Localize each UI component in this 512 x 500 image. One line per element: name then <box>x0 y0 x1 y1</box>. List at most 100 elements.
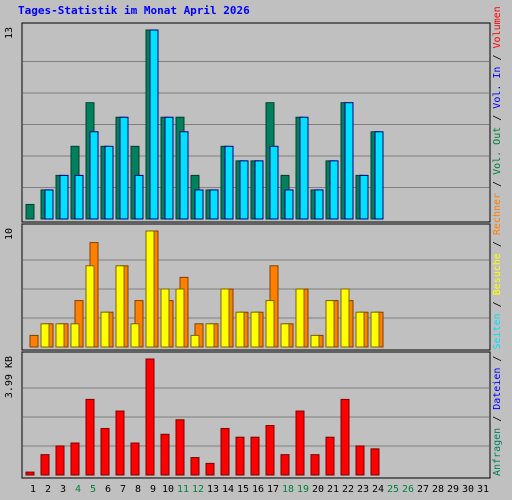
chart-title: Tages-Statistik im Monat April 2026 <box>18 4 250 17</box>
bar-besuche-day-8 <box>130 323 140 348</box>
bar-besuche-day-24 <box>370 311 380 348</box>
legend-entry: Rechner <box>492 193 503 235</box>
bar-volumen-day-4 <box>70 442 80 476</box>
legend-entry: / <box>492 175 503 193</box>
bar-volumen-day-12 <box>190 457 200 476</box>
bar-volumen-day-15 <box>235 436 245 476</box>
bar-seiten-day-22 <box>344 102 354 220</box>
legend-entry: Vol. Out <box>492 127 503 175</box>
bar-seiten-day-8 <box>134 174 144 220</box>
legend-entry: Besuche <box>492 253 503 295</box>
legend-entry: Anfragen <box>492 428 503 476</box>
x-tick-day-8: 8 <box>135 484 141 495</box>
bar-volumen-day-11 <box>175 419 185 476</box>
legend-entry: / <box>492 48 503 66</box>
x-tick-day-4: 4 <box>75 484 81 495</box>
x-tick-day-19: 19 <box>297 484 309 495</box>
bar-seiten-day-12 <box>194 189 204 220</box>
bar-seiten-day-20 <box>314 189 324 220</box>
legend-entry: / <box>492 350 503 368</box>
bar-seiten-day-3 <box>59 174 69 220</box>
bar-volumen-day-1 <box>25 471 35 476</box>
bar-seiten-day-17 <box>269 145 279 220</box>
x-tick-day-22: 22 <box>342 484 354 495</box>
bar-volumen-day-9 <box>145 358 155 476</box>
bar-volumen-day-7 <box>115 410 125 476</box>
bar-volumen-day-10 <box>160 433 170 476</box>
bar-besuche-day-2 <box>40 323 50 348</box>
legend-entry: Vol. In <box>492 67 503 109</box>
bar-volumen-day-8 <box>130 442 140 476</box>
bar-seiten-day-2 <box>44 189 54 220</box>
bar-volumen-day-23 <box>355 445 365 476</box>
bar-besuche-day-23 <box>355 311 365 348</box>
legend-entry: / <box>492 109 503 127</box>
bar-besuche-day-10 <box>160 288 170 348</box>
bar-rechner-day-1 <box>29 334 39 348</box>
bar-besuche-day-14 <box>220 288 230 348</box>
x-tick-day-31: 31 <box>477 484 489 495</box>
right-legend: Anfragen / Dateien / Seiten / Besuche / … <box>492 6 503 476</box>
x-tick-day-11: 11 <box>177 484 189 495</box>
x-tick-day-25: 25 <box>387 484 399 495</box>
x-tick-day-3: 3 <box>60 484 66 495</box>
legend-entry: / <box>492 295 503 313</box>
bar-volumen-day-24 <box>370 448 380 476</box>
bar-besuche-day-5 <box>85 265 95 348</box>
bar-volumen-day-16 <box>250 436 260 476</box>
x-tick-day-26: 26 <box>402 484 414 495</box>
bar-seiten-day-21 <box>329 160 339 220</box>
bar-besuche-day-16 <box>250 311 260 348</box>
bar-volumen-day-6 <box>100 427 110 476</box>
bar-seiten-day-18 <box>284 189 294 220</box>
x-tick-day-6: 6 <box>105 484 111 495</box>
y-max-label: 10 <box>4 228 15 240</box>
bar-seiten-day-14 <box>224 145 234 220</box>
bar-volumen-day-17 <box>265 425 275 476</box>
bar-anfragen-day-1 <box>25 203 35 220</box>
bar-volumen-day-22 <box>340 398 350 476</box>
bar-volumen-day-3 <box>55 445 65 476</box>
bar-seiten-day-10 <box>164 116 174 220</box>
y-max-label: 3.99 KB <box>4 356 15 398</box>
x-tick-day-16: 16 <box>252 484 264 495</box>
bar-besuche-day-9 <box>145 230 155 348</box>
legend-entry: / <box>492 410 503 428</box>
bar-seiten-day-16 <box>254 160 264 220</box>
x-tick-day-13: 13 <box>207 484 219 495</box>
bar-besuche-day-3 <box>55 323 65 348</box>
bar-seiten-day-6 <box>104 145 114 220</box>
bar-besuche-day-7 <box>115 265 125 348</box>
bar-volumen-day-2 <box>40 454 50 476</box>
bar-volumen-day-5 <box>85 398 95 476</box>
bar-besuche-day-11 <box>175 288 185 348</box>
bar-besuche-day-21 <box>325 300 335 348</box>
bar-seiten-day-4 <box>74 174 84 220</box>
x-tick-day-10: 10 <box>162 484 174 495</box>
x-tick-day-29: 29 <box>447 484 459 495</box>
x-tick-day-30: 30 <box>462 484 474 495</box>
legend-entry: / <box>492 235 503 253</box>
bar-seiten-day-24 <box>374 131 384 220</box>
x-tick-day-23: 23 <box>357 484 369 495</box>
x-tick-day-15: 15 <box>237 484 249 495</box>
bar-seiten-day-23 <box>359 174 369 220</box>
bar-besuche-day-6 <box>100 311 110 348</box>
x-tick-day-20: 20 <box>312 484 324 495</box>
bar-besuche-day-15 <box>235 311 245 348</box>
x-tick-day-7: 7 <box>120 484 126 495</box>
legend-entry: Dateien <box>492 368 503 410</box>
x-tick-day-9: 9 <box>150 484 156 495</box>
legend-entry: Seiten <box>492 313 503 349</box>
bar-seiten-day-5 <box>89 131 99 220</box>
bar-seiten-day-9 <box>149 29 159 220</box>
bar-volumen-day-13 <box>205 462 215 476</box>
legend-entry: Volumen <box>492 6 503 48</box>
x-tick-day-18: 18 <box>282 484 294 495</box>
bar-seiten-day-13 <box>209 189 219 220</box>
bar-volumen-day-21 <box>325 436 335 476</box>
bar-besuche-day-22 <box>340 288 350 348</box>
bar-besuche-day-13 <box>205 323 215 348</box>
